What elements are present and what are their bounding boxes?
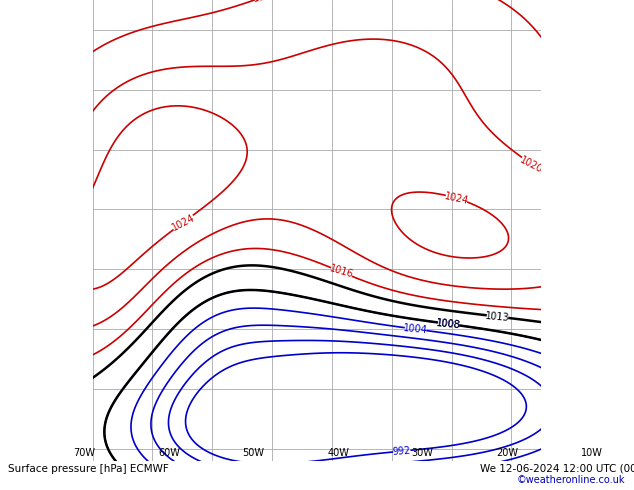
Text: 1004: 1004 bbox=[403, 323, 428, 335]
Text: 992: 992 bbox=[392, 445, 411, 457]
Text: 1013: 1013 bbox=[485, 311, 510, 322]
Text: 1016: 1016 bbox=[252, 0, 278, 4]
Text: 996: 996 bbox=[338, 463, 357, 474]
Text: 60W: 60W bbox=[158, 447, 180, 458]
Text: 40W: 40W bbox=[327, 447, 349, 458]
Text: 1008: 1008 bbox=[436, 318, 461, 330]
Text: 70W: 70W bbox=[74, 447, 96, 458]
Text: 30W: 30W bbox=[411, 447, 434, 458]
Text: 1020: 1020 bbox=[519, 154, 545, 174]
Text: We 12-06-2024 12:00 UTC (00+132): We 12-06-2024 12:00 UTC (00+132) bbox=[481, 464, 634, 474]
Text: 1024: 1024 bbox=[170, 212, 197, 233]
Text: ©weatheronline.co.uk: ©weatheronline.co.uk bbox=[517, 475, 626, 485]
Text: 1016: 1016 bbox=[328, 264, 354, 280]
Text: 50W: 50W bbox=[243, 447, 264, 458]
Text: Surface pressure [hPa] ECMWF: Surface pressure [hPa] ECMWF bbox=[8, 464, 169, 474]
Text: 1024: 1024 bbox=[443, 191, 470, 206]
Text: 1008: 1008 bbox=[436, 318, 461, 330]
Text: 20W: 20W bbox=[496, 447, 518, 458]
Text: 10W: 10W bbox=[581, 447, 603, 458]
Text: 1000: 1000 bbox=[365, 471, 389, 483]
